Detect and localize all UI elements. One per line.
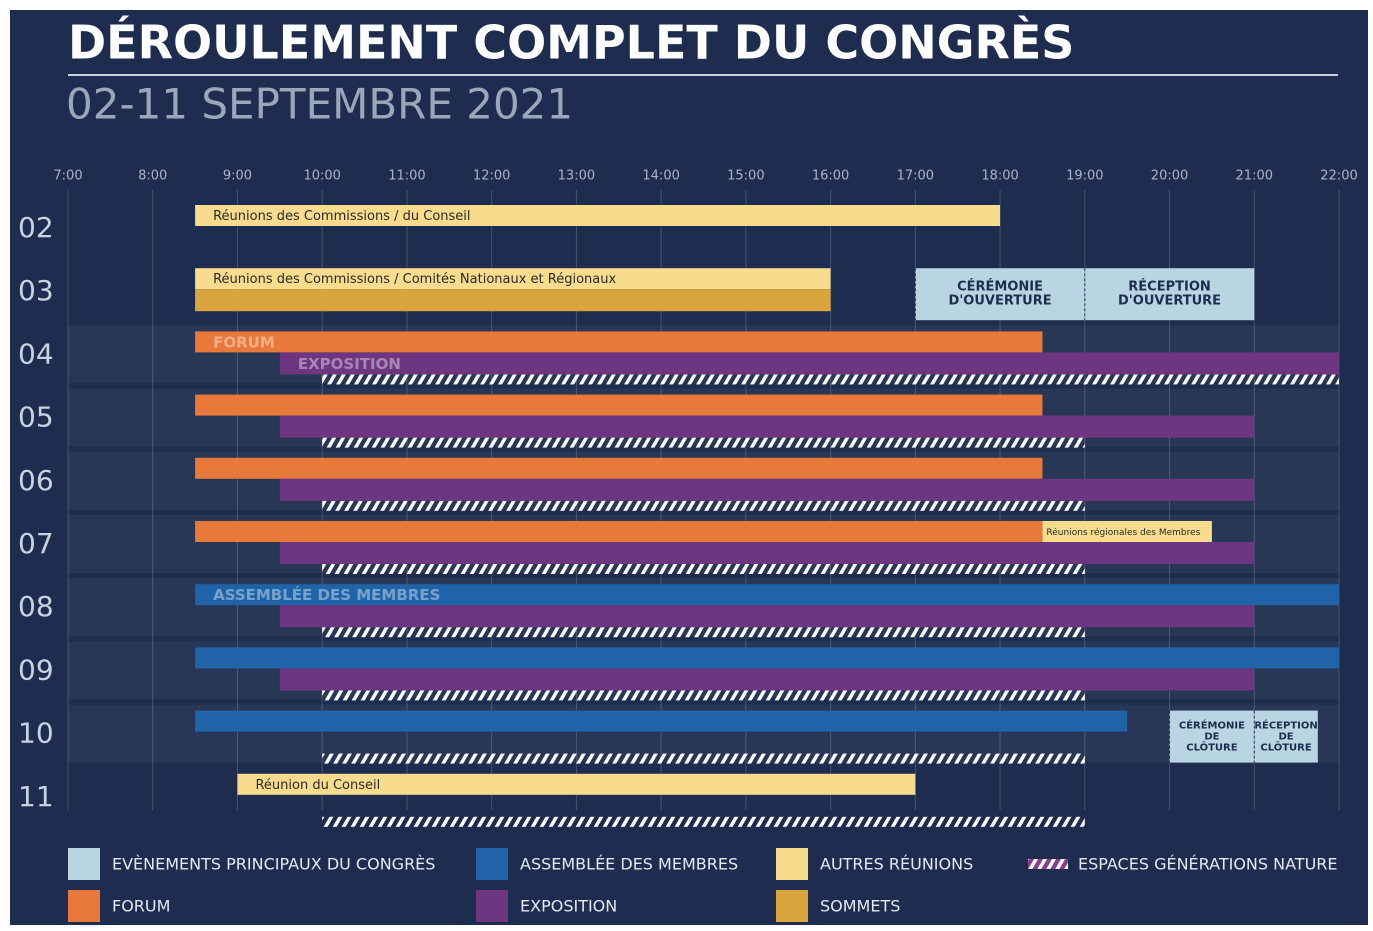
x-tick-label: 12:00: [473, 169, 510, 184]
legend-swatch: [68, 848, 100, 880]
x-tick-label: 21:00: [1236, 169, 1273, 184]
x-tick-label: 22:00: [1320, 169, 1357, 184]
day-label: 06: [18, 464, 54, 497]
x-tick-label: 18:00: [981, 169, 1018, 184]
x-tick-label: 14:00: [642, 169, 679, 184]
x-tick-label: 9:00: [223, 169, 252, 184]
legend-swatch: [476, 890, 508, 922]
bar: [195, 521, 1043, 542]
bar: [237, 773, 916, 795]
chart-subtitle: 02-11 SEPTEMBRE 2021: [66, 80, 573, 129]
bar: [322, 437, 1085, 448]
x-tick-label: 7:00: [53, 169, 82, 184]
x-tick-label: 20:00: [1151, 169, 1188, 184]
bar: [1084, 268, 1255, 321]
legend-label: ASSEMBLÉE DES MEMBRES: [520, 855, 738, 874]
bar: [322, 627, 1085, 638]
bar: [195, 394, 1043, 416]
x-tick-label: 13:00: [558, 169, 595, 184]
bar: [279, 478, 1255, 501]
day-label: 02: [18, 211, 54, 244]
bar-label: Réunions des Commissions / Comités Natio…: [213, 272, 616, 287]
bar: [279, 542, 1255, 564]
day-label: 07: [18, 527, 54, 560]
day-label: 11: [18, 780, 54, 813]
bar: [322, 500, 1085, 511]
day-label: 08: [18, 590, 54, 623]
bar: [279, 352, 1339, 375]
bar: [195, 289, 831, 312]
legend-swatch: [776, 890, 808, 922]
bar-label: D'OUVERTURE: [949, 294, 1052, 309]
x-tick-label: 11:00: [388, 169, 425, 184]
bar-label: Réunion du Conseil: [255, 778, 380, 793]
bar: [1042, 521, 1212, 542]
bar: [322, 564, 1085, 574]
legend-label: EXPOSITION: [520, 897, 617, 916]
bar: [195, 268, 831, 290]
bar: [322, 690, 1085, 701]
bar: [1254, 710, 1318, 763]
bar: [322, 816, 1085, 827]
bar: [195, 710, 1128, 732]
bar-label: D'OUVERTURE: [1118, 294, 1221, 309]
bar-label: Réunions des Commissions / du Conseil: [213, 209, 470, 224]
bar-label: CÉRÉMONIE: [957, 279, 1043, 295]
legend-swatch-hatch: [1028, 859, 1068, 869]
bar-label: DE: [1204, 732, 1219, 743]
x-tick-label: 19:00: [1066, 169, 1103, 184]
legend-label: SOMMETS: [820, 897, 900, 916]
legend-swatch: [776, 848, 808, 880]
bar: [279, 668, 1255, 691]
bar: [915, 268, 1085, 321]
bar-label: CÉRÉMONIE: [1179, 719, 1245, 732]
x-tick-label: 15:00: [727, 169, 764, 184]
legend-label: AUTRES RÉUNIONS: [820, 855, 973, 874]
bar-label: ASSEMBLÉE DES MEMBRES: [213, 585, 440, 604]
day-label: 03: [18, 274, 54, 307]
legend-swatch: [476, 848, 508, 880]
bar-label: CLÔTURE: [1260, 741, 1311, 754]
bar-label: DE: [1278, 732, 1293, 743]
bar: [1169, 710, 1255, 763]
day-label: 09: [18, 653, 54, 686]
x-tick-label: 16:00: [812, 169, 849, 184]
bar-label: FORUM: [213, 333, 275, 351]
x-tick-label: 17:00: [897, 169, 934, 184]
x-tick-label: 10:00: [303, 169, 340, 184]
bar: [322, 753, 1085, 764]
legend-label: EVÈNEMENTS PRINCIPAUX DU CONGRÈS: [112, 855, 435, 874]
bar-label: RÉCEPTION: [1254, 719, 1317, 732]
legend-label: FORUM: [112, 897, 170, 916]
bar-label: EXPOSITION: [298, 355, 401, 373]
legend-label: ESPACES GÉNÉRATIONS NATURE: [1078, 855, 1338, 874]
bar: [195, 331, 1043, 353]
x-tick-label: 8:00: [138, 169, 167, 184]
day-label: 04: [18, 337, 54, 370]
bar-label: Réunions régionales des Membres: [1046, 527, 1200, 538]
legend-swatch: [68, 890, 100, 922]
bar-label: RÉCEPTION: [1128, 279, 1210, 295]
bar: [195, 457, 1043, 479]
bar: [195, 584, 1340, 606]
bar: [322, 374, 1339, 385]
bar: [279, 605, 1255, 628]
chart-title: DÉROULEMENT COMPLET DU CONGRÈS: [68, 16, 1074, 70]
bar: [195, 205, 1001, 226]
day-label: 10: [18, 717, 54, 750]
day-label: 05: [18, 401, 54, 434]
bar: [195, 647, 1340, 669]
bar: [279, 415, 1255, 438]
bar-label: CLÔTURE: [1186, 741, 1237, 754]
